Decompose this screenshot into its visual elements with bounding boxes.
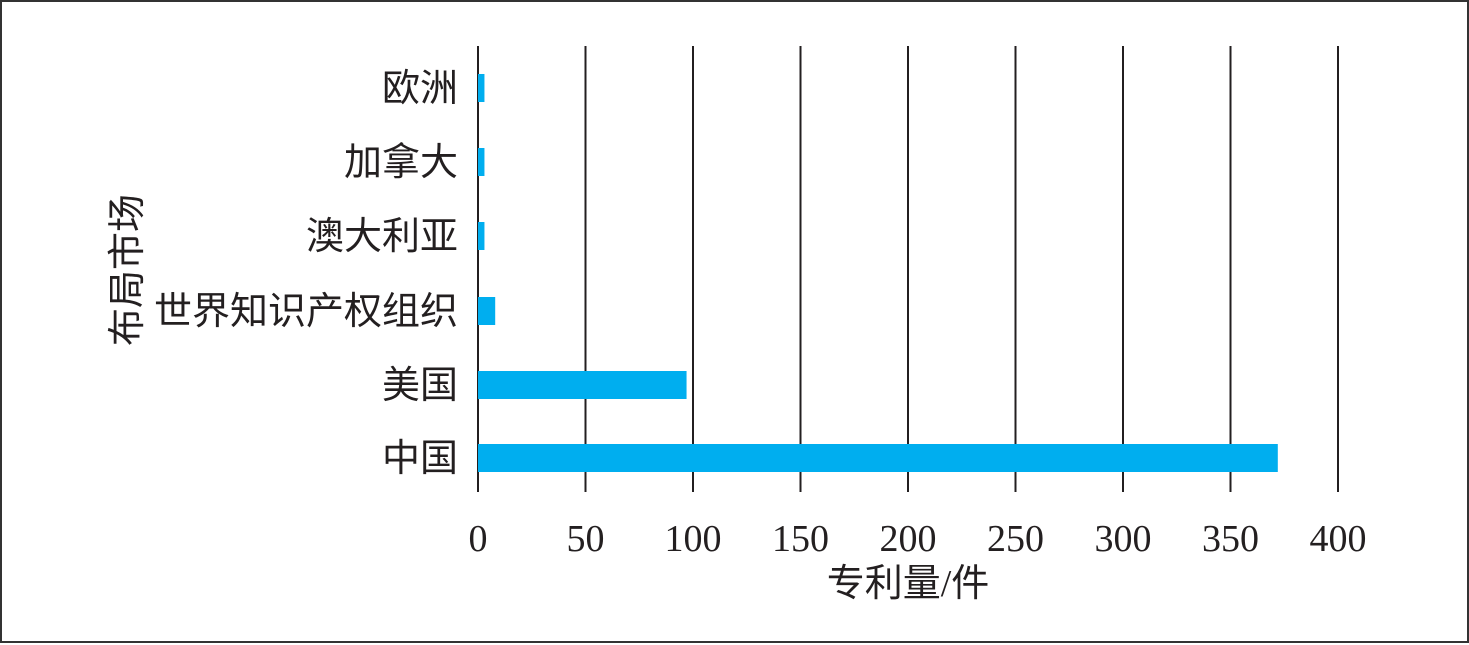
x-tick-label: 100: [665, 518, 722, 560]
bar-3: [478, 297, 496, 325]
x-tick-label: 350: [1202, 518, 1259, 560]
category-label: 欧洲: [382, 68, 458, 110]
x-tick-labels: 0 50 100 150 200 250 300 350 400: [469, 518, 1367, 560]
category-label: 澳大利亚: [306, 216, 458, 258]
y-axis-title: 布局市场: [107, 194, 149, 346]
category-label: 世界知识产权组织: [154, 291, 458, 333]
x-tick-label: 250: [987, 518, 1044, 560]
category-label: 加拿大: [344, 142, 458, 184]
bars: [478, 74, 1278, 472]
bar-1: [478, 148, 485, 176]
bar-0: [478, 74, 485, 102]
x-tick-label: 200: [880, 518, 937, 560]
category-label: 中国: [382, 438, 458, 480]
x-tick-label: 150: [772, 518, 829, 560]
bar-2: [478, 222, 485, 250]
category-label: 美国: [382, 365, 458, 407]
x-tick-label: 300: [1095, 518, 1152, 560]
gridlines: [477, 46, 1339, 492]
x-tick-label: 50: [567, 518, 605, 560]
x-tick-label: 0: [469, 518, 488, 560]
bar-4: [478, 371, 687, 399]
bar-5: [478, 444, 1278, 472]
x-tick-label: 400: [1310, 518, 1367, 560]
x-axis-title: 专利量/件: [827, 563, 990, 605]
